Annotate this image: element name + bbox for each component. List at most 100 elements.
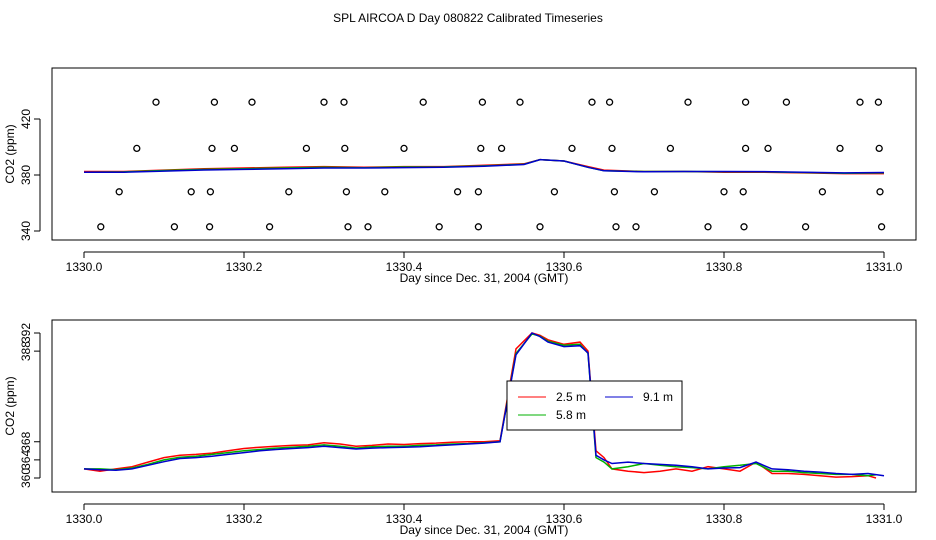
calibration-marker <box>875 144 883 153</box>
calibration-marker <box>516 98 524 106</box>
top-x-tick-label: 1330.4 <box>386 260 423 274</box>
calibration-marker <box>344 223 352 231</box>
legend: 2.5 m 5.8 m 9.1 m <box>506 380 683 431</box>
calibration-marker <box>474 223 483 231</box>
calibration-marker <box>478 98 487 106</box>
top-x-axis-label: Day since Dec. 31, 2004 (GMT) <box>400 271 569 285</box>
top-chart: 1330.0 1330.2 1330.4 1330.6 1330.8 1331.0 340… <box>3 67 917 285</box>
calibration-marker <box>285 188 293 196</box>
calibration-marker <box>704 223 712 231</box>
top-y-tick-label: 420 <box>19 109 33 129</box>
calibration-marker <box>632 223 640 231</box>
bottom-y-tick-label: 364 <box>19 450 33 470</box>
bottom-y-tick-label: 388 <box>19 341 33 361</box>
page-title: SPL AIRCOA D Day 080822 Calibrated Times… <box>333 11 603 25</box>
bottom-x-axis-label: Day since Dec. 31, 2004 (GMT) <box>400 523 569 537</box>
calibration-marker <box>818 188 827 196</box>
bottom-x-axis: 1330.0 1330.2 1330.4 1330.6 1330.8 1331.0 <box>66 503 903 526</box>
calibration-marker <box>340 98 348 106</box>
calibration-marker <box>206 188 215 196</box>
calibration-marker <box>605 98 614 106</box>
calibration-marker <box>342 188 351 196</box>
bottom-y-axis-label: CO2 (ppm) <box>3 376 17 435</box>
calibration-marker <box>152 98 160 106</box>
calibration-marker <box>474 188 483 196</box>
calibration-marker <box>610 188 619 196</box>
bottom-x-tick-label: 1330.0 <box>66 512 103 526</box>
calibration-marker <box>741 98 750 106</box>
calibration-marker <box>740 223 748 231</box>
bottom-chart: 1330.0 1330.2 1330.4 1330.6 1330.8 1331.0 360… <box>3 319 917 537</box>
bottom-plot-frame <box>51 319 917 493</box>
calibration-marker <box>666 144 675 153</box>
calibration-marker <box>608 144 616 153</box>
top-x-axis: 1330.0 1330.2 1330.4 1330.6 1330.8 1331.0 <box>66 251 903 274</box>
top-x-tick-label: 1330.6 <box>546 260 583 274</box>
calibration-marker <box>302 144 311 153</box>
calibration-marker <box>568 144 576 153</box>
top-x-tick-label: 1330.2 <box>226 260 263 274</box>
top-x-tick-label: 1330.0 <box>66 260 103 274</box>
calibration-marker <box>208 144 216 153</box>
calibration-marker <box>419 98 427 106</box>
calibration-marker <box>170 223 179 231</box>
top-series <box>83 158 885 175</box>
calibration-marker <box>187 188 195 196</box>
legend-label-2.5m: 2.5 m <box>556 390 586 404</box>
calibration-marker <box>588 98 596 106</box>
bottom-x-tick-label: 1330.2 <box>226 512 263 526</box>
calibration-marker <box>210 98 219 106</box>
calibration-marker <box>801 223 810 231</box>
top-series-line <box>84 158 885 174</box>
bottom-x-tick-label: 1330.6 <box>546 512 583 526</box>
calibration-marker <box>477 144 485 153</box>
calibration-marker <box>876 188 884 196</box>
bottom-x-tick-label: 1330.4 <box>386 512 423 526</box>
calibration-marker <box>782 98 791 106</box>
top-x-tick-label: 1331.0 <box>866 260 903 274</box>
bottom-series-line <box>83 332 877 479</box>
calibration-marker <box>248 98 256 106</box>
calibration-marker <box>453 188 462 196</box>
calibration-marker <box>650 188 659 196</box>
calibration-marker <box>741 144 750 153</box>
top-markers <box>97 98 886 231</box>
calibration-marker <box>836 144 844 153</box>
bottom-x-tick-label: 1331.0 <box>866 512 903 526</box>
legend-label-5.8m: 5.8 m <box>556 408 586 422</box>
calibration-marker <box>435 223 443 231</box>
calibration-marker <box>739 188 747 196</box>
calibration-marker <box>133 144 141 153</box>
top-y-tick-label: 340 <box>19 221 33 241</box>
calibration-marker <box>115 188 123 196</box>
calibration-marker <box>497 144 506 153</box>
calibration-marker <box>536 223 544 231</box>
top-x-tick-label: 1330.8 <box>706 260 743 274</box>
calibration-marker <box>720 188 728 196</box>
top-y-axis-label: CO2 (ppm) <box>3 124 17 183</box>
calibration-marker <box>364 223 372 231</box>
calibration-marker <box>341 144 349 153</box>
calibration-marker <box>265 223 274 231</box>
calibration-marker <box>877 223 886 231</box>
calibration-marker <box>230 144 239 153</box>
legend-label-9.1m: 9.1 m <box>643 390 673 404</box>
bottom-y-tick-label: 392 <box>19 323 33 343</box>
top-plot-frame <box>51 67 917 241</box>
calibration-marker <box>684 98 692 106</box>
calibration-marker <box>612 223 620 231</box>
calibration-marker <box>205 223 214 231</box>
calibration-marker <box>320 98 328 106</box>
bottom-y-tick-label: 368 <box>19 431 33 451</box>
legend-box <box>506 380 683 431</box>
calibration-marker <box>874 98 883 106</box>
calibration-marker <box>550 188 559 196</box>
bottom-x-tick-label: 1330.8 <box>706 512 743 526</box>
calibration-marker <box>856 98 864 106</box>
calibration-marker <box>764 144 772 153</box>
calibration-marker <box>400 144 408 153</box>
top-y-axis: 340 380 420 <box>19 109 41 241</box>
bottom-series <box>83 332 885 479</box>
